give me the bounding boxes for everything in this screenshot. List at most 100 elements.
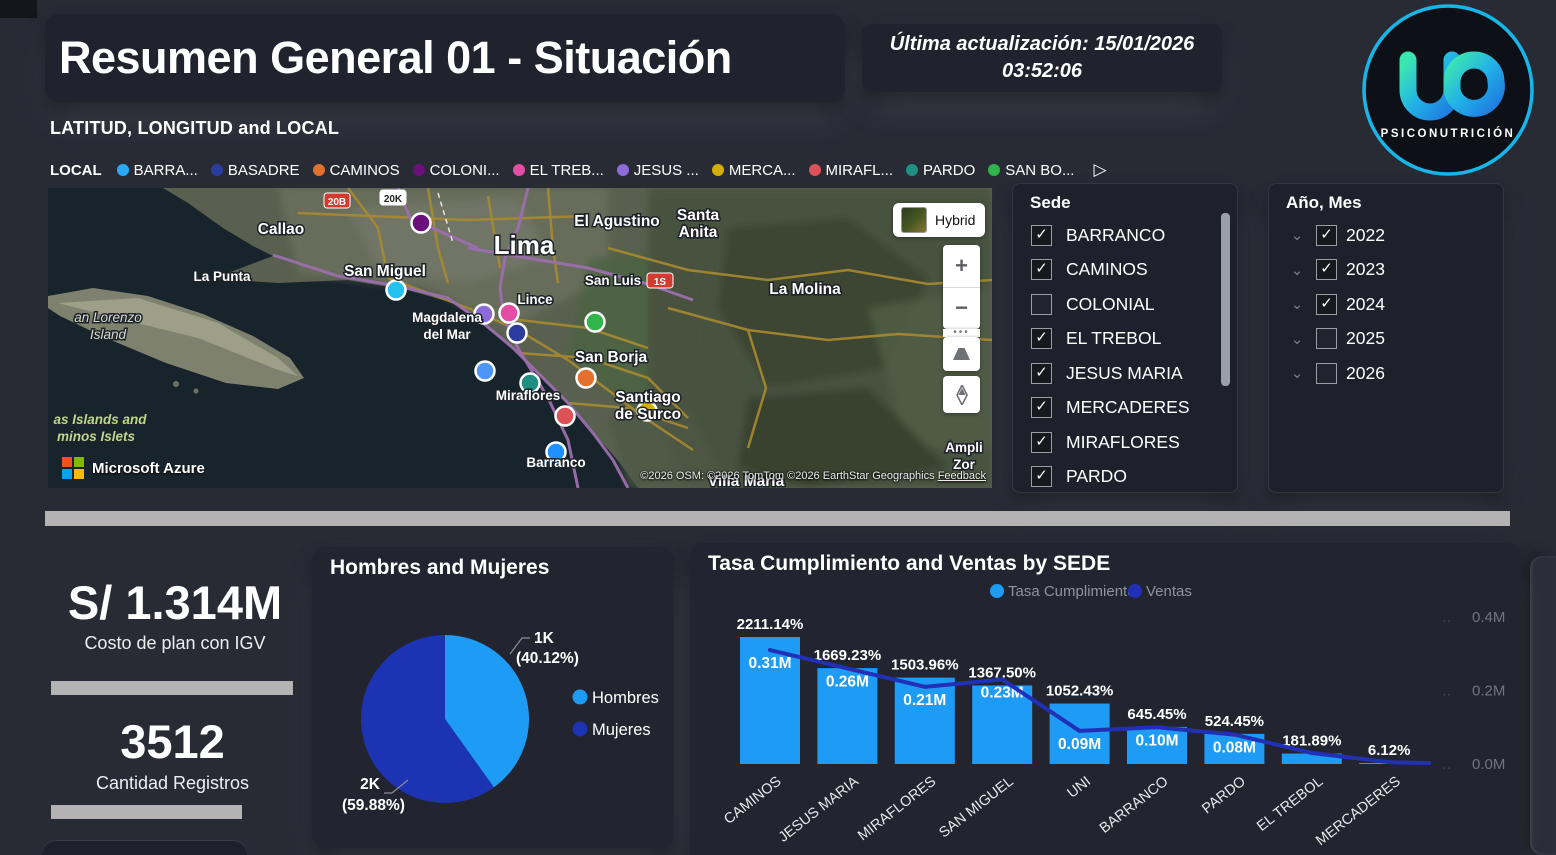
checkbox[interactable]: ✓ — [1031, 259, 1052, 281]
compass-icon — [955, 384, 968, 405]
checkbox[interactable]: ✓ — [1031, 431, 1052, 453]
map-visual[interactable]: 20B 20K 1S Callao Lima El Agustino Santa Anita… — [48, 188, 992, 488]
expand-chevron-icon[interactable]: ⌄ — [1290, 227, 1304, 245]
checkbox[interactable]: ✓ — [1031, 397, 1052, 419]
checkbox[interactable]: ✓ — [1316, 259, 1337, 281]
checkbox[interactable]: ✓ — [1031, 362, 1052, 384]
filter-row-el-trebol[interactable]: ✓ EL TREBOL — [1013, 322, 1237, 357]
map-feedback-link[interactable]: Feedback — [937, 470, 986, 482]
pie-data-label: (59.88%) — [342, 797, 405, 814]
map-data-point[interactable] — [575, 367, 597, 389]
map-drag-handle[interactable]: ••• — [943, 328, 980, 338]
sede-scrollbar[interactable] — [1221, 213, 1230, 386]
filter-label: BARRANCO — [1066, 224, 1166, 245]
checkbox[interactable]: ✓ — [1031, 224, 1052, 246]
ventas-line[interactable] — [768, 648, 1432, 765]
combo-legend-dot-icon[interactable] — [990, 584, 1004, 598]
legend-dot-icon — [808, 164, 821, 176]
pie-legend-dot-icon[interactable] — [572, 689, 588, 705]
legend-scroll-arrow-icon[interactable]: ▷ — [1093, 160, 1107, 179]
map-data-point[interactable] — [385, 279, 407, 301]
bar-san-miguel[interactable] — [972, 685, 1033, 764]
filter-row-barranco[interactable]: ✓ BARRANCO — [1013, 218, 1237, 253]
map-legend-item[interactable]: JESUS ... — [616, 162, 699, 179]
map-legend-item[interactable]: BASADRE — [210, 162, 300, 179]
bar-uni[interactable] — [1049, 703, 1110, 764]
combo-legend-label[interactable]: Tasa Cumplimiento — [1008, 583, 1136, 600]
checkbox[interactable]: ✓ — [1031, 328, 1052, 350]
expand-chevron-icon[interactable]: ⌄ — [1290, 296, 1304, 314]
pie-slice-hombres[interactable] — [445, 635, 529, 788]
map-style-button[interactable]: Hybrid — [893, 203, 985, 237]
map-legend-item[interactable]: CAMINOS — [312, 162, 400, 179]
bar-barranco[interactable] — [1127, 726, 1187, 764]
map-data-point[interactable] — [554, 405, 576, 427]
filter-row-2025[interactable]: ⌄ 2025 — [1269, 322, 1503, 357]
combo-legend-dot-icon[interactable] — [1128, 584, 1142, 598]
pie-legend-dot-icon[interactable] — [572, 721, 588, 737]
map-pitch-button[interactable] — [943, 337, 980, 371]
filter-row-colonial[interactable]: COLONIAL — [1013, 287, 1237, 322]
map-data-point[interactable] — [636, 400, 658, 422]
map-place-label: Miraflores — [496, 388, 561, 403]
checkbox[interactable]: ✓ — [1316, 293, 1337, 315]
map-data-point[interactable] — [519, 372, 541, 394]
map-zoom-in-button[interactable]: + — [943, 245, 980, 288]
map-data-point[interactable] — [506, 322, 528, 344]
map-zoom-out-button[interactable]: − — [955, 295, 968, 321]
map-data-point[interactable] — [498, 302, 520, 324]
filter-row-jesus-maria[interactable]: ✓ JESUS MARIA — [1013, 356, 1237, 391]
filter-row-pardo[interactable]: ✓ PARDO — [1013, 460, 1237, 493]
map-data-point[interactable] — [584, 311, 606, 333]
map-data-point[interactable] — [410, 212, 432, 234]
pie-chart[interactable]: 1K (40.12%) 2K (59.88%) Hombres Mujeres — [312, 547, 674, 848]
combo-chart[interactable]: Tasa Cumplimiento Ventas ‥ 0.0M ‥ 0.2M ‥ 0.4M 22… — [690, 543, 1521, 855]
map-legend-item[interactable]: EL TREB... — [512, 162, 604, 179]
checkbox[interactable] — [1031, 293, 1052, 315]
map-data-point[interactable] — [545, 441, 567, 463]
expand-chevron-icon[interactable]: ⌄ — [1290, 261, 1304, 279]
checkbox[interactable]: ✓ — [1316, 224, 1337, 246]
filter-row-2022[interactable]: ⌄ ✓ 2022 — [1269, 218, 1503, 253]
checkbox[interactable]: ✓ — [1031, 466, 1052, 488]
map-data-point[interactable] — [473, 303, 495, 325]
expand-chevron-icon[interactable]: ⌄ — [1290, 330, 1304, 348]
bar-miraflores[interactable] — [894, 677, 955, 764]
checkbox[interactable] — [1316, 362, 1337, 384]
map-markers[interactable] — [385, 212, 658, 463]
pie-legend-label[interactable]: Hombres — [592, 689, 659, 707]
filter-row-2023[interactable]: ⌄ ✓ 2023 — [1269, 253, 1503, 288]
expand-chevron-icon[interactable]: ⌄ — [1290, 365, 1304, 383]
map-canvas[interactable]: 20B 20K 1S Callao Lima El Agustino SantaAnita… — [48, 188, 992, 488]
checkbox[interactable] — [1316, 328, 1337, 350]
pitch-icon — [953, 348, 970, 360]
filter-row-caminos[interactable]: ✓ CAMINOS — [1013, 253, 1237, 288]
map-legend-item[interactable]: MIRAFL... — [808, 161, 894, 179]
line-value-label: 0.10M — [1135, 732, 1178, 749]
legend-item-label: COLONI... — [429, 161, 500, 179]
bar-el-trebol[interactable] — [1281, 753, 1342, 764]
legend-item-label: MIRAFL... — [825, 161, 894, 179]
page-scrollbar[interactable] — [45, 511, 1510, 526]
microsoft-logo-icon — [62, 457, 84, 479]
svg-text:20K: 20K — [384, 194, 403, 205]
bar-jesus-maria[interactable] — [817, 668, 878, 764]
road-shield: 20K — [379, 189, 407, 206]
bar-caminos[interactable] — [740, 637, 800, 764]
map-legend-item[interactable]: COLONI... — [412, 161, 500, 179]
pie-legend-label[interactable]: Mujeres — [592, 721, 651, 739]
map-legend-item[interactable]: MERCA... — [711, 162, 796, 179]
filter-row-2026[interactable]: ⌄ 2026 — [1269, 356, 1503, 391]
x-axis-label: BARRANCO — [1097, 774, 1172, 837]
filter-row-miraflores[interactable]: ✓ MIRAFLORES — [1013, 425, 1237, 460]
filter-row-mercaderes[interactable]: ✓ MERCADERES — [1013, 391, 1237, 426]
combo-legend-label[interactable]: Ventas — [1146, 583, 1192, 600]
map-compass-button[interactable] — [943, 376, 980, 413]
map-legend-item[interactable]: PARDO — [906, 162, 975, 179]
pie-slice-mujeres[interactable] — [361, 635, 494, 803]
map-data-point[interactable] — [474, 360, 496, 382]
filter-row-2024[interactable]: ⌄ ✓ 2024 — [1269, 287, 1503, 322]
map-legend-item[interactable]: SAN BO... — [988, 162, 1074, 179]
map-legend-item[interactable]: BARRA... — [116, 162, 198, 179]
bar-value-label: 6.12% — [1368, 742, 1411, 759]
